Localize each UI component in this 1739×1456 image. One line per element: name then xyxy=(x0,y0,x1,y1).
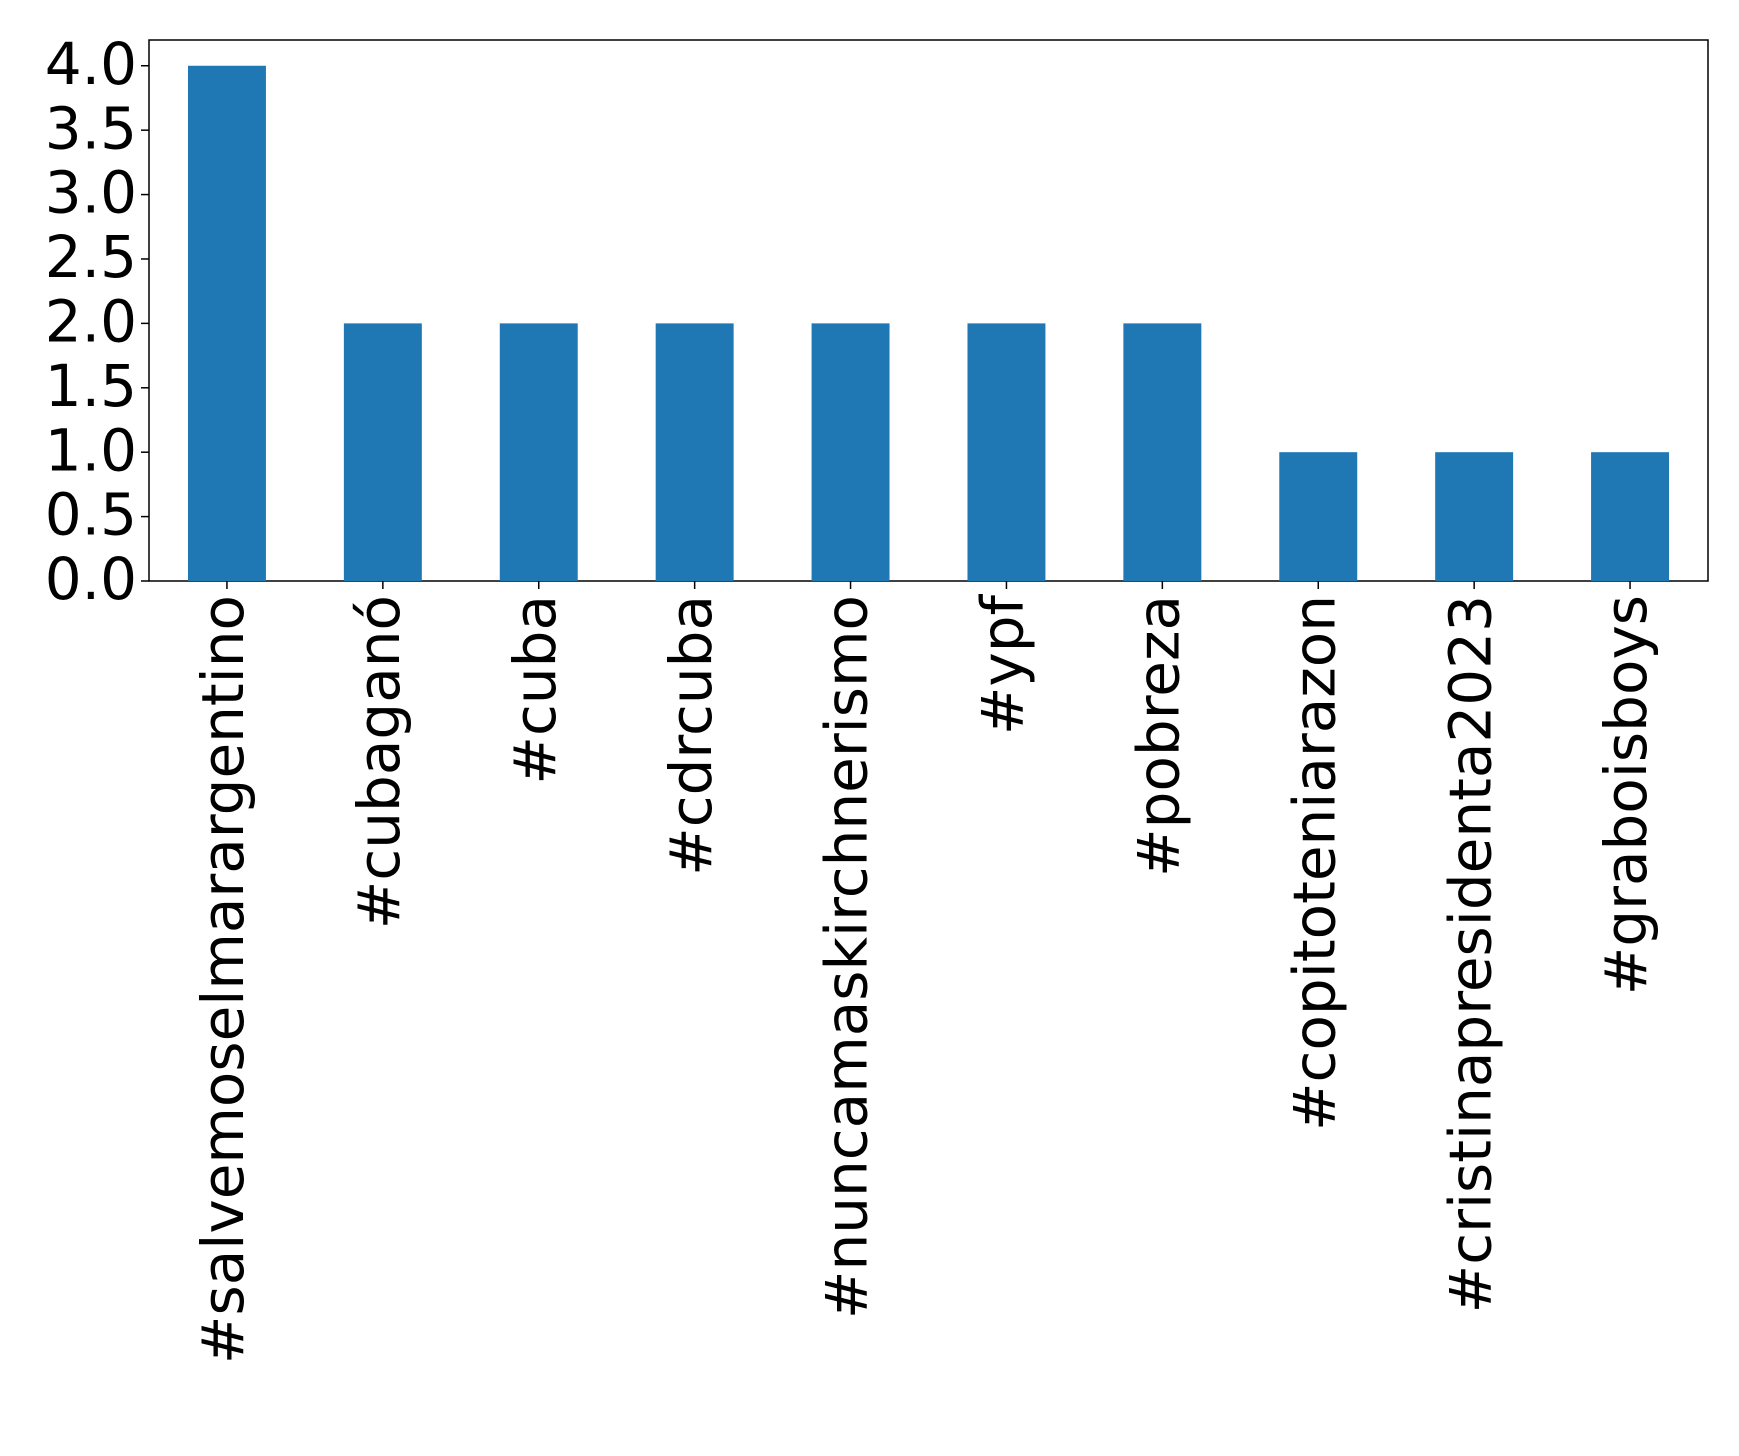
y-tick-label: 1.5 xyxy=(45,352,137,420)
bar xyxy=(499,323,578,581)
bar xyxy=(1591,452,1670,581)
y-tick-label: 2.0 xyxy=(45,287,137,355)
bar xyxy=(343,323,422,581)
y-tick-label: 4.0 xyxy=(45,30,137,98)
plot-frame xyxy=(148,39,1709,582)
y-tick-label: 3.0 xyxy=(45,159,137,227)
bar xyxy=(811,323,890,581)
y-tick-label: 3.5 xyxy=(45,94,137,162)
bar xyxy=(187,65,266,581)
x-tick-label: #graboisboys xyxy=(1592,595,1660,995)
y-tick-label: 2.5 xyxy=(45,223,137,291)
bar xyxy=(1123,323,1202,581)
bar xyxy=(1435,452,1514,581)
x-tick-label: #cdrcuba xyxy=(657,595,725,876)
bar xyxy=(655,323,734,581)
y-tick-label: 0.0 xyxy=(45,545,137,613)
bar xyxy=(1279,452,1358,581)
x-tick-label: #copitoteniarazon xyxy=(1280,595,1348,1131)
bar xyxy=(967,323,1046,581)
x-tick-label: #ypf xyxy=(969,593,1037,735)
x-tick-label: #nuncamaskirchnerismo xyxy=(813,595,881,1319)
x-tick-label: #cubaganó xyxy=(345,595,413,929)
y-tick-label: 1.0 xyxy=(45,416,137,484)
x-tick-label: #cristinapresidenta2023 xyxy=(1436,595,1504,1313)
x-tick-label: #salvemoselmarargentino xyxy=(189,595,257,1364)
x-tick-label: #cuba xyxy=(501,595,569,785)
x-tick-label: #pobreza xyxy=(1124,595,1192,877)
y-tick-label: 0.5 xyxy=(45,481,137,549)
